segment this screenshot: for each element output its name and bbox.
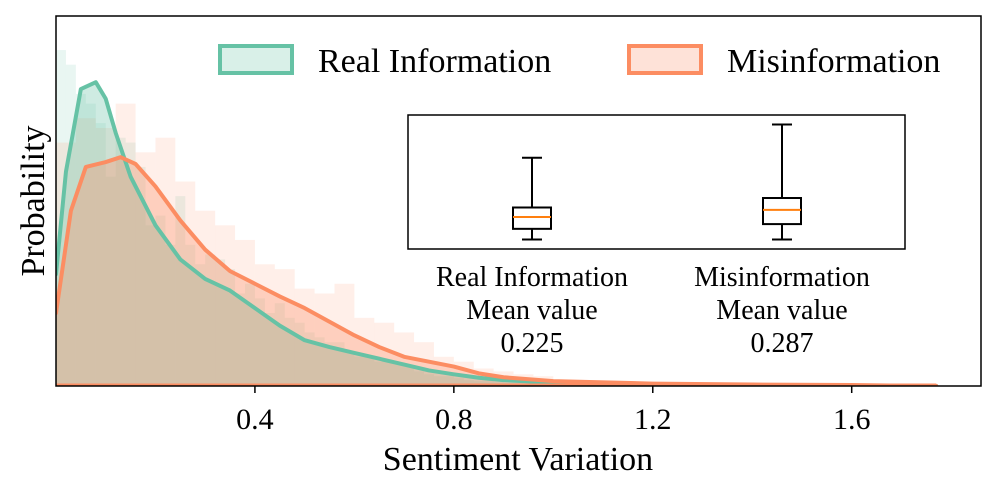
legend-swatch-real-information (218, 44, 294, 75)
kde-area-real-information (56, 82, 937, 386)
hist-bar-real-information (433, 376, 444, 386)
x-tick-label: 0.4 (236, 403, 274, 436)
hist-bar-real-information (225, 269, 236, 386)
hist-bar-misinformation (354, 317, 375, 386)
legend-label-real-information: Real Information (318, 43, 551, 80)
hist-bar-real-information (384, 361, 395, 386)
hist-bar-real-information (195, 264, 206, 386)
hist-bar-real-information (294, 322, 305, 386)
inset-mean-label-misinformation: Mean value (716, 295, 847, 326)
hist-bar-real-information (254, 298, 265, 386)
box-body-real-information (512, 206, 552, 230)
plot-frame (55, 15, 982, 387)
hist-bar-misinformation (414, 342, 434, 386)
hist-bar-real-information (155, 215, 166, 386)
hist-bar-real-information (344, 351, 355, 386)
inset-label-misinformation: Misinformation (694, 262, 870, 293)
box-body-misinformation (762, 197, 802, 226)
hist-bar-real-information (443, 376, 454, 386)
inset-label-real-information: Real Information (436, 262, 628, 293)
hist-bar-real-information (404, 366, 415, 386)
legend: Real Information Misinformation (218, 43, 940, 80)
hist-bar-real-information (324, 342, 335, 386)
hist-bar-real-information (374, 361, 385, 386)
kde-line-misinformation (56, 155, 939, 386)
inset-boxplot (407, 114, 906, 250)
hist-bar-real-information (304, 332, 315, 386)
inset-mean-value-misinformation: 0.287 (751, 328, 814, 359)
hist-bar-real-information (235, 293, 245, 386)
x-tick-label: 0.8 (435, 403, 473, 436)
inset-mean-label-real-information: Mean value (466, 295, 597, 326)
hist-bar-real-information (95, 123, 106, 386)
hist-bar-real-information (205, 254, 216, 386)
x-tick-label: 1.6 (833, 403, 871, 436)
hist-bar-real-information (463, 380, 474, 386)
hist-bar-real-information (394, 364, 405, 386)
kde-area-layer (56, 82, 937, 386)
legend-swatch-misinformation (627, 44, 703, 75)
hist-bar-misinformation (155, 137, 176, 386)
hist-bar-misinformation (334, 283, 355, 386)
x-tick-label: 1.2 (634, 403, 672, 436)
hist-bar-real-information (135, 166, 146, 386)
hist-bar-real-information (284, 317, 295, 386)
hist-bar-misinformation (254, 264, 275, 386)
kde-line-layer (56, 80, 939, 386)
y-axis-label: Probability (15, 125, 52, 276)
inset-mean-value-real-information: 0.225 (501, 328, 564, 359)
hist-bar-real-information (75, 93, 86, 386)
hist-bar-real-information (314, 337, 325, 386)
hist-bar-misinformation (374, 322, 395, 386)
legend-label-misinformation: Misinformation (727, 43, 940, 80)
hist-bar-real-information (65, 64, 76, 386)
hist-bar-real-information (115, 137, 126, 386)
hist-bar-real-information (414, 371, 425, 386)
hist-bar-real-information (165, 244, 176, 386)
hist-bar-real-information (85, 103, 96, 386)
hist-bar-real-information (215, 259, 226, 386)
hist-bar-real-information (244, 283, 255, 386)
x-axis-ticks: 0.4 0.8 1.2 1.6 (236, 386, 870, 436)
hist-bar-real-information (185, 244, 196, 386)
hist-bar-real-information (125, 142, 136, 386)
hist-bar-real-information (145, 225, 156, 386)
hist-bar-real-information (334, 342, 345, 386)
hist-bar-real-information (264, 312, 275, 386)
hist-bar-real-information (364, 356, 375, 386)
hist-bar-real-information (175, 196, 186, 386)
hist-bar-real-information (424, 374, 434, 386)
hist-bar-real-information (274, 303, 285, 386)
hist-bar-misinformation (215, 225, 236, 386)
hist-bar-real-information (354, 356, 365, 386)
kde-area-misinformation (56, 157, 937, 386)
hist-bar-misinformation (135, 152, 156, 386)
hist-bar-misinformation (394, 332, 415, 386)
inset-box-layer (512, 123, 802, 241)
hist-bar-misinformation (95, 127, 116, 386)
hist-bar-real-information (105, 176, 116, 386)
x-axis-label: Sentiment Variation (383, 441, 653, 478)
hist-bar-real-information (453, 378, 464, 386)
inset-labels: Real Information Mean value 0.225 Misinf… (436, 262, 870, 359)
inset-frame (407, 114, 906, 250)
